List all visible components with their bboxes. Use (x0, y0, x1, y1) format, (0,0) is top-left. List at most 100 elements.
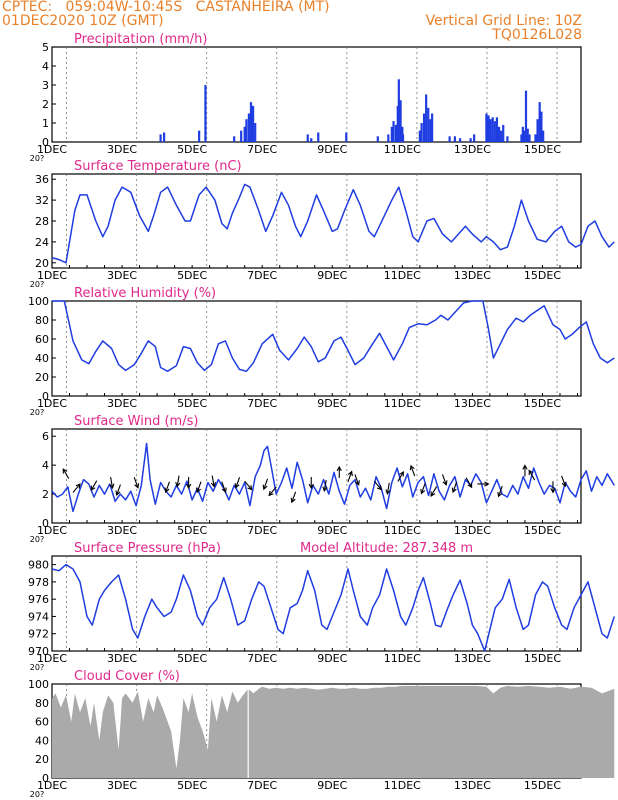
temp-xtick-label: 11DEC (384, 269, 421, 282)
cloud-xtick-label: 15DEC (524, 779, 561, 792)
wind-ytick-label: 6 (42, 430, 49, 443)
rh-xtick-label: 13DEC (454, 397, 491, 410)
pressure-frame (51, 555, 582, 652)
wind-corner-label: 20? (30, 535, 44, 544)
precip-bar (500, 130, 503, 142)
precip-bar (536, 119, 539, 142)
pressure-xtick-label: 7DEC (247, 652, 277, 665)
temp-frame (51, 173, 582, 269)
wind-arrow (109, 476, 115, 490)
temp-ytick-label: 32 (35, 194, 49, 207)
wind-arrow (322, 479, 328, 492)
precip-bar (493, 121, 496, 142)
precip-xtick-label: 3DEC (107, 143, 137, 156)
precip-title: Precipitation (mm/h) (74, 32, 207, 47)
rh-xtick-label: 7DEC (247, 397, 277, 410)
precip-bar (204, 85, 207, 142)
pressure-series-line (51, 563, 616, 652)
rh-ytick-label: 20 (35, 371, 49, 384)
precip-xtick-label: 1DEC (37, 143, 67, 156)
precip-bar (420, 123, 423, 142)
wind-arrow (244, 480, 253, 491)
wind-xtick-label: 1DEC (37, 524, 67, 537)
precip-bar (497, 126, 501, 142)
precip-xtick-label: 7DEC (247, 143, 277, 156)
precip-bar (491, 117, 494, 142)
wind-arrow (133, 477, 140, 489)
wind-arrow (373, 480, 383, 491)
rh-xtick-label: 5DEC (177, 397, 207, 410)
precip-bar (485, 113, 488, 142)
wind-title: Surface Wind (m/s) (74, 414, 198, 429)
temp-ytick-label: 36 (35, 173, 49, 186)
precip-bar (524, 90, 528, 142)
pressure-xtick-label: 13DEC (454, 652, 491, 665)
wind-xtick-label: 11DEC (384, 524, 421, 537)
wind-arrow (385, 482, 391, 495)
rh-xtick-label: 1DEC (37, 397, 67, 410)
precip-bar (429, 119, 432, 142)
precip-bar (489, 119, 492, 142)
wind-arrow (497, 485, 503, 498)
precip-xtick-label: 15DEC (524, 143, 561, 156)
precip-frame (51, 46, 582, 143)
rh-series-line (52, 300, 615, 373)
pressure-title: Surface Pressure (hPa) (74, 541, 221, 556)
cloud-title: Cloud Cover (%) (74, 669, 180, 684)
wind-arrow (451, 481, 458, 494)
wind-arrow (234, 477, 241, 489)
precip-bar (399, 100, 402, 142)
wind-arrow (409, 464, 416, 477)
cloud-ytick-label: 100 (28, 678, 49, 691)
rh-ytick-label: 40 (35, 352, 49, 365)
precip-xtick-label: 5DEC (177, 143, 207, 156)
wind-arrow (115, 484, 121, 496)
temp-xtick-label: 7DEC (247, 269, 277, 282)
wind-arrow (210, 475, 217, 488)
precip-bar (233, 136, 236, 142)
rh-panel: 0 20 40 60 80 100 1DEC 3DEC 5DEC 7DEC 9DEC 11DEC 13D… (28, 286, 615, 417)
temp-corner-label: 20? (30, 280, 44, 289)
precip-bar (469, 138, 472, 142)
precip-bar (526, 128, 529, 142)
temp-ytick-label: 24 (35, 236, 49, 249)
precip-bar (394, 124, 398, 142)
header-line1-left: CPTEC: 059:04W-10:45S CASTANHEIRA (MT) (2, 0, 330, 15)
wind-arrow (561, 475, 567, 488)
precip-bar (317, 132, 320, 142)
pressure-xtick-label: 15DEC (524, 652, 561, 665)
wind-arrow (308, 477, 314, 490)
precip-bar (487, 115, 490, 142)
pressure-ytick-label: 980 (28, 559, 49, 572)
cloud-xtick-label: 3DEC (107, 779, 137, 792)
precip-bar (401, 134, 405, 142)
cloud-xtick-label: 5DEC (177, 779, 207, 792)
precip-bar (387, 134, 390, 142)
precip-xtick-label: 13DEC (454, 143, 491, 156)
precip-bar (245, 119, 248, 142)
wind-arrow (550, 481, 556, 494)
header-model-code: TQ0126L028 (492, 27, 582, 43)
precip-bar (502, 124, 505, 142)
precip-corner-label: 20? (30, 154, 44, 163)
precip-bar (540, 111, 543, 142)
wind-ytick-label: 4 (42, 459, 49, 472)
precip-bar (528, 134, 531, 142)
cloud-xtick-label: 7DEC (247, 779, 277, 792)
temp-xtick-label: 5DEC (177, 269, 207, 282)
precip-bar (422, 113, 426, 142)
precip-ytick-label: 5 (42, 41, 49, 54)
cloud-corner-label: 20? (30, 790, 44, 799)
wind-frame (51, 428, 582, 524)
wind-arrow (354, 474, 360, 486)
precip-bar (345, 132, 348, 142)
precip-bar (163, 132, 166, 142)
precip-panel: 0 1 2 3 4 5 1DEC 3DEC 5DEC 7DEC 9DEC 11DEC 13DEC 15DE… (30, 32, 582, 163)
wind-xtick-label: 13DEC (454, 524, 491, 537)
wind-series-line (51, 442, 615, 513)
wind-arrow (268, 486, 277, 497)
precip-bar (431, 113, 434, 142)
wind-arrow (441, 474, 448, 486)
precip-ytick-label: 3 (42, 79, 49, 92)
precip-bar (542, 130, 545, 142)
